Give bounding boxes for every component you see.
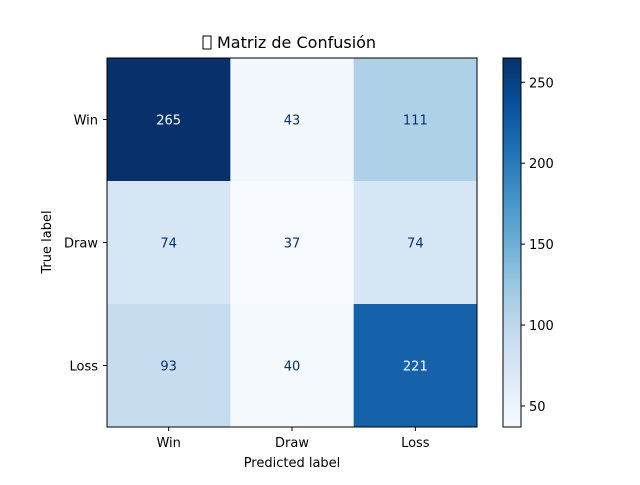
colorbar-tick-label: 100 [529, 319, 554, 334]
colorbar-tick-label: 50 [529, 400, 546, 415]
y-tick-label: Win [74, 114, 98, 129]
heatmap-cells [107, 58, 478, 428]
y-tick-label: Draw [64, 237, 98, 252]
y-axis-ticks: Win Draw Loss [64, 114, 107, 375]
x-tick-label: Loss [401, 436, 430, 451]
heatmap-cell [353, 181, 478, 305]
heatmap-cell [230, 304, 355, 428]
cell-value-label: 265 [156, 114, 181, 129]
colorbar-tick-label: 250 [529, 76, 554, 91]
chart-title: Matriz de Confusión [217, 33, 376, 52]
colorbar-ticks: 50 100 150 200 250 [521, 76, 554, 415]
cell-value-label: 221 [403, 360, 428, 375]
x-axis-ticks: Win Draw Loss [156, 427, 430, 451]
cell-value-label: 40 [284, 360, 301, 375]
cell-value-label: 74 [407, 237, 424, 252]
y-axis-label: True label [40, 210, 55, 274]
heatmap-cell-labels: 265 43 111 74 37 74 93 40 221 [156, 114, 427, 375]
colorbar-tick-label: 200 [529, 157, 554, 172]
heatmap-cell [230, 181, 355, 305]
title-missing-glyph-box [202, 35, 212, 50]
cell-value-label: 43 [284, 114, 301, 129]
heatmap-cell [230, 58, 355, 182]
x-axis-label: Predicted label [244, 456, 341, 471]
x-tick-label: Draw [275, 436, 309, 451]
x-tick-label: Win [156, 436, 180, 451]
heatmap-cell [107, 181, 231, 305]
cell-value-label: 93 [160, 360, 177, 375]
colorbar-tick-label: 150 [529, 238, 554, 253]
heatmap-cell [353, 58, 478, 182]
heatmap-cell [107, 58, 231, 182]
y-tick-label: Loss [69, 360, 98, 375]
chart-title-group: Matriz de Confusión [202, 33, 376, 52]
colorbar [502, 57, 522, 428]
cell-value-label: 111 [403, 114, 428, 129]
heatmap-cell [353, 304, 478, 428]
cell-value-label: 74 [160, 237, 177, 252]
cell-value-label: 37 [284, 237, 301, 252]
heatmap-cell [107, 304, 231, 428]
